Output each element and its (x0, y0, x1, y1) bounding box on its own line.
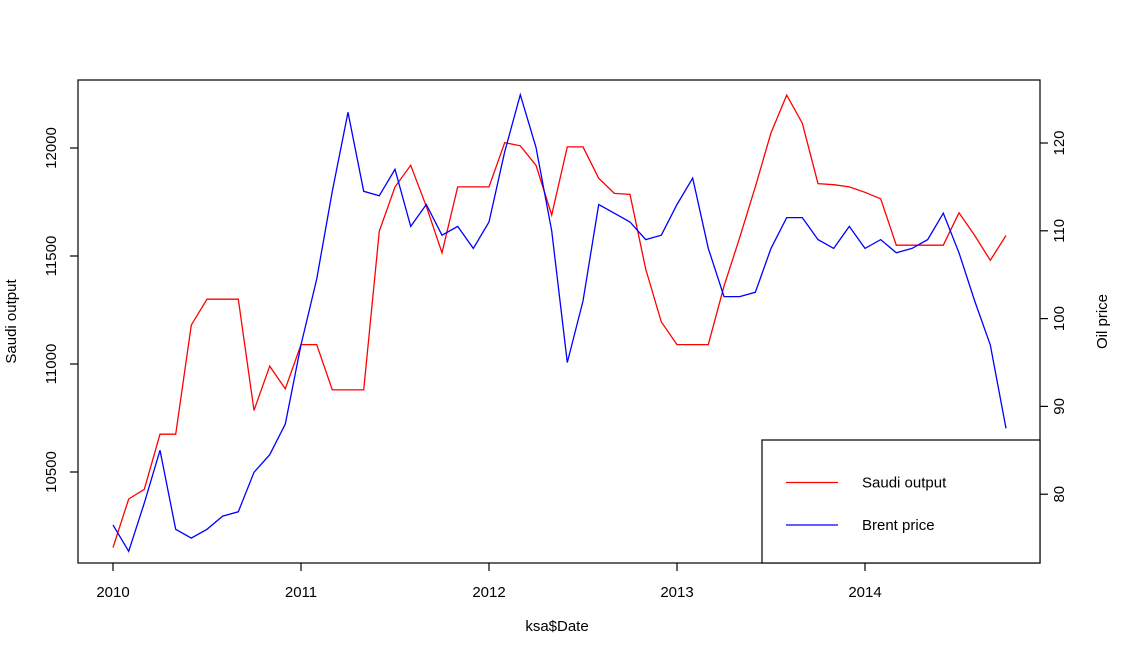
legend: Saudi output Brent price (761, 439, 1041, 564)
x-axis-title: ksa$Date (525, 618, 588, 635)
y-axis-title-right: Oil price (1094, 294, 1111, 349)
x-tick-label: 2012 (472, 584, 505, 601)
y-right-tick-label: 80 (1051, 486, 1068, 503)
y-right-tick-label: 90 (1051, 398, 1068, 415)
series-line-saudi-output (112, 93, 1007, 548)
y-left-tick-label: 11500 (43, 236, 60, 277)
y-left-tick-label: 10500 (43, 451, 60, 493)
x-axis: 2010 2011 2012 2013 2014 (96, 563, 882, 601)
y-axis-title-left: Saudi output (3, 279, 20, 364)
legend-label-saudi-output: Saudi output (862, 475, 947, 492)
y-left-tick-label: 12000 (43, 127, 60, 169)
x-tick-label: 2011 (285, 584, 317, 601)
y-left-tick-label: 11000 (43, 344, 60, 385)
legend-label-brent-price: Brent price (862, 517, 935, 534)
y-axis-right: 80 90 100 110 120 (1040, 130, 1068, 503)
y-right-tick-label: 120 (1051, 130, 1068, 155)
y-right-tick-label: 100 (1051, 306, 1068, 331)
x-tick-label: 2013 (660, 584, 693, 601)
series-line-brent-price (112, 92, 1007, 553)
y-axis-left: 10500 11000 11500 12000 (43, 127, 78, 493)
plot-border (77, 79, 1041, 564)
x-tick-label: 2010 (96, 584, 129, 601)
y-right-tick-label: 110 (1051, 219, 1068, 243)
legend-box (761, 439, 1041, 564)
x-tick-label: 2014 (848, 584, 881, 601)
